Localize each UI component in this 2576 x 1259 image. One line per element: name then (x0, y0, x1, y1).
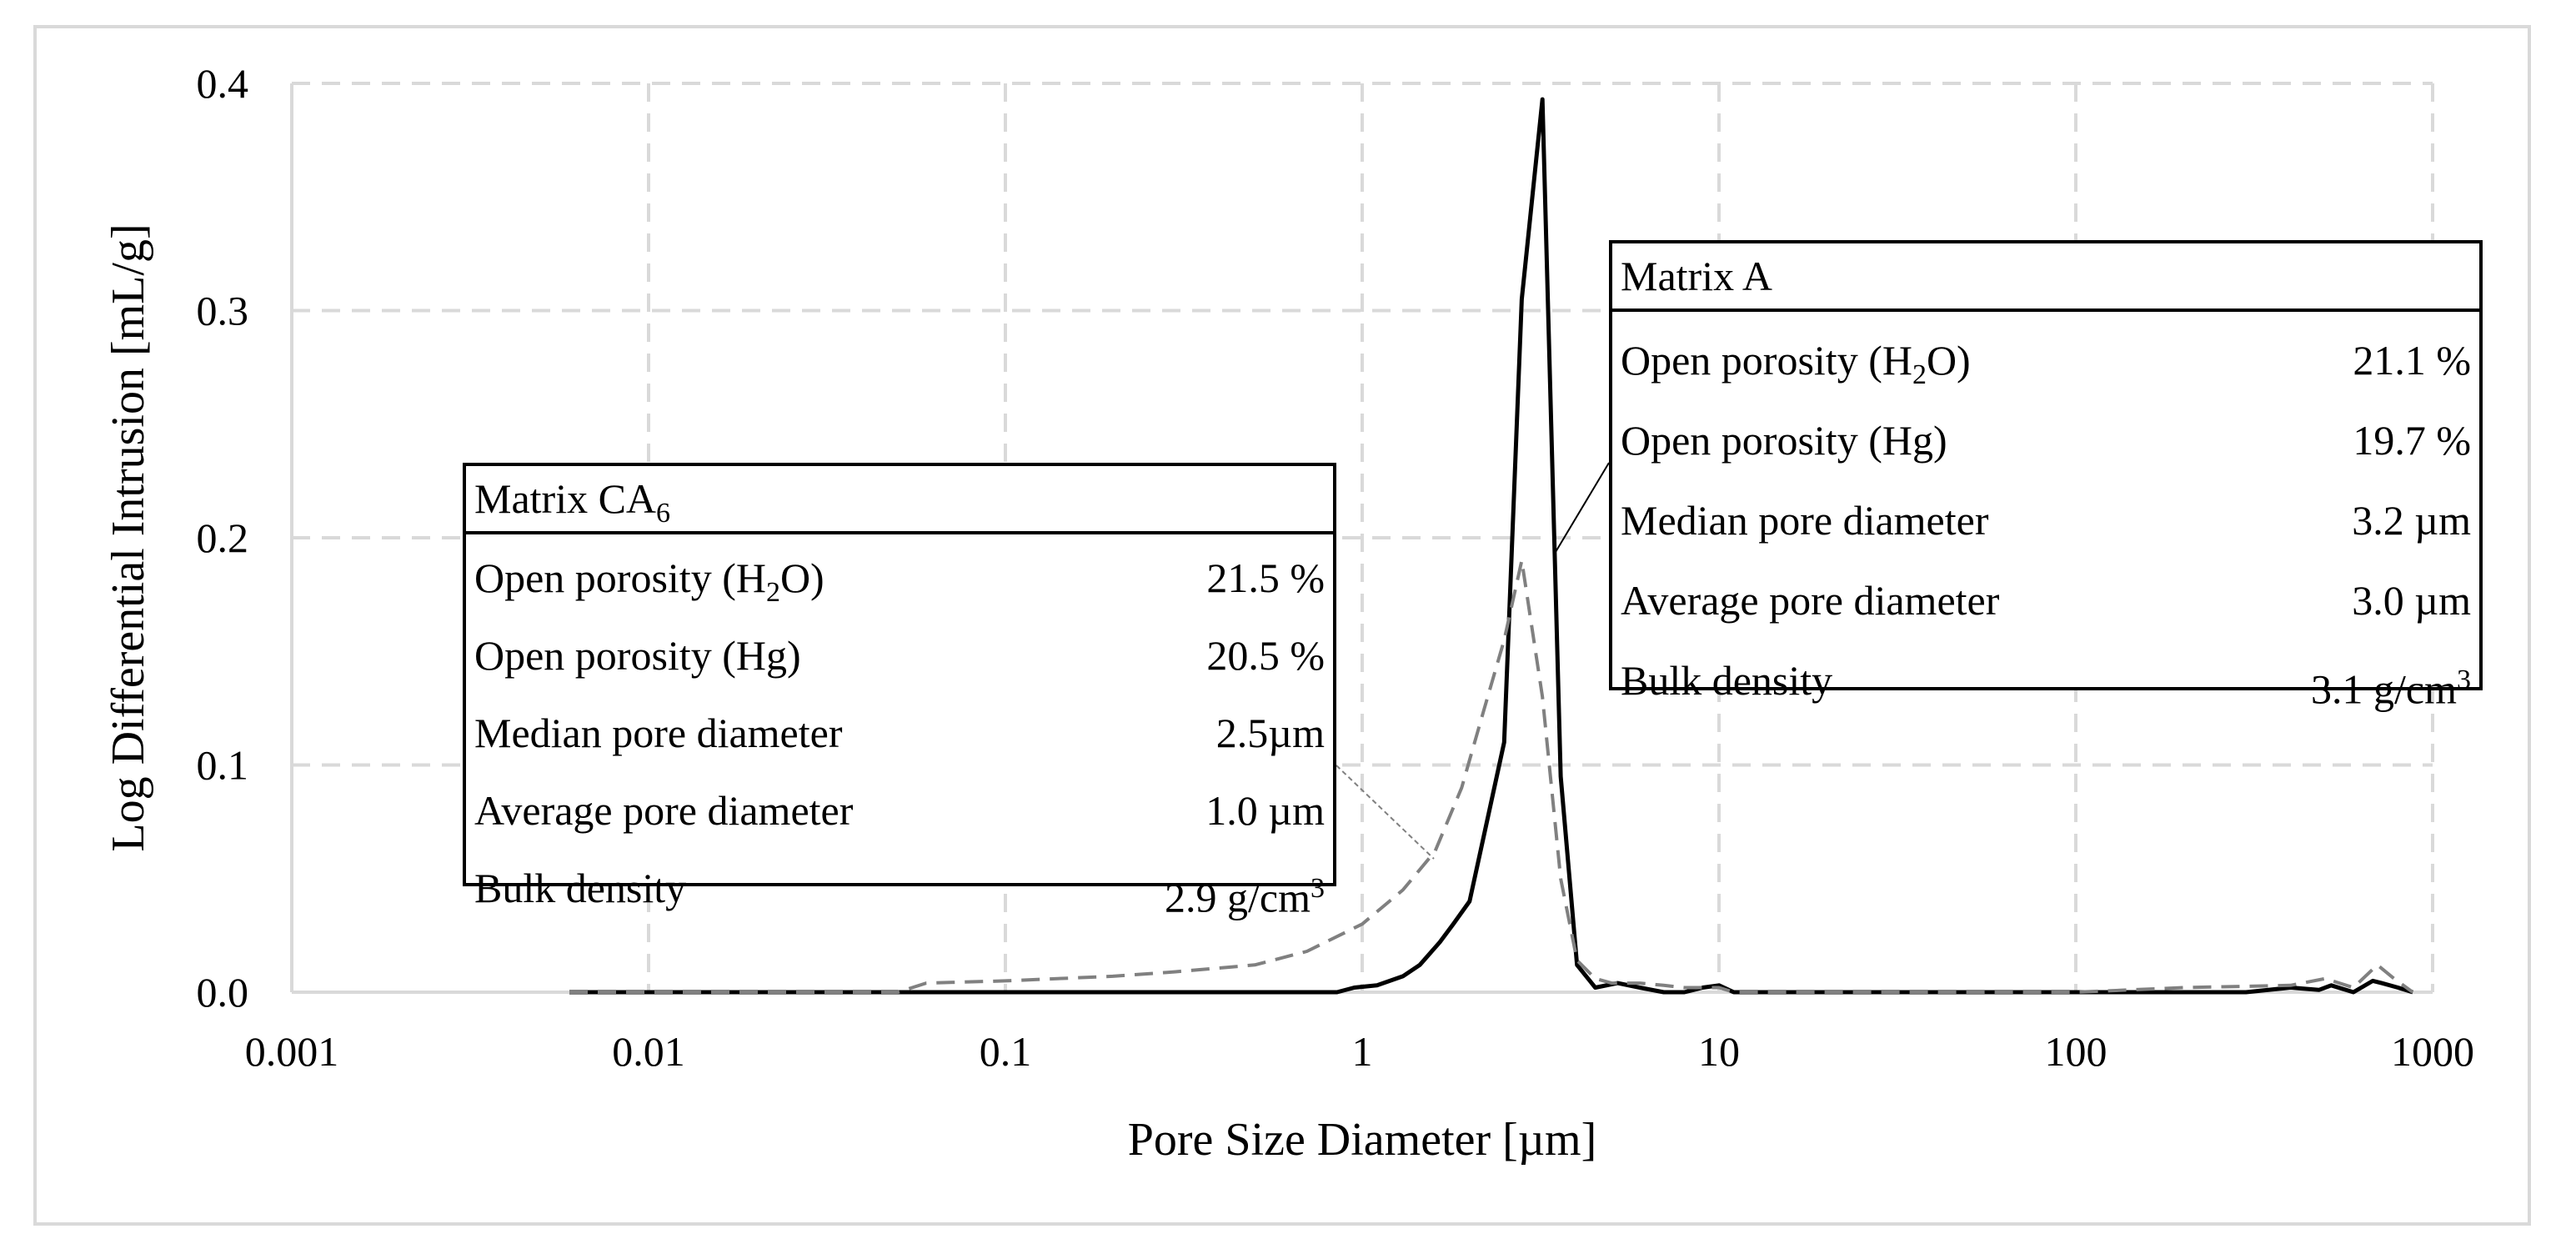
row-value: 2.9 g/cm (1165, 874, 1311, 921)
matrix-ca6-row-average-pore-diameter: Average pore diameter 1.0 µm (474, 772, 1325, 850)
row-label-end: O) (1926, 337, 1971, 384)
row-label: Open porosity (Hg) (1621, 417, 1947, 464)
y-tick-label: 0.4 (197, 60, 249, 107)
row-value: 1.0 µm (1205, 787, 1325, 834)
row-label-subscript: 2 (765, 577, 780, 608)
y-tick-label: 0.1 (197, 742, 249, 789)
row-label: Average pore diameter (1621, 577, 2000, 624)
matrix-a-info-box: Matrix A Open porosity (H2O) 21.1 % Open … (1609, 240, 2483, 713)
matrix-ca6-series-line (569, 559, 2414, 994)
matrix-ca6-title-text: Matrix CA (474, 475, 657, 522)
matrix-ca6-box-title: Matrix CA6 (466, 466, 1333, 534)
matrix-ca6-row-open-porosity-h2o: Open porosity (H2O) 21.5 % (474, 539, 1325, 617)
matrix-ca6-row-median-pore-diameter: Median pore diameter 2.5µm (474, 695, 1325, 772)
row-label: Open porosity (H (474, 554, 766, 601)
y-axis-title: Log Differential Intrusion [mL/g] (103, 223, 154, 851)
row-label-end: O) (779, 554, 824, 601)
row-label-subscript: 2 (1912, 359, 1927, 390)
leader-lines (1336, 462, 1610, 860)
row-value-superscript: 3 (1311, 873, 1325, 904)
row-value: 2.5µm (1215, 710, 1325, 756)
matrix-a-leader-line (1555, 462, 1610, 553)
row-label: Average pore diameter (474, 787, 854, 834)
x-tick-label: 0.01 (612, 1028, 685, 1075)
matrix-a-box-title: Matrix A (1612, 243, 2479, 312)
x-tick-label: 10 (1698, 1028, 1740, 1075)
x-tick-label: 0.1 (980, 1028, 1032, 1075)
matrix-a-series-line (569, 97, 2413, 995)
x-tick-label: 0.001 (245, 1028, 339, 1075)
matrix-a-row-bulk-density: Bulk density 3.1 g/cm3 (1621, 640, 2471, 720)
matrix-ca6-info-box: Matrix CA6 Open porosity (H2O) 21.5 % Ope… (463, 463, 1336, 921)
matrix-a-row-open-porosity-hg: Open porosity (Hg) 19.7 % (1621, 400, 2471, 480)
matrix-a-title-text: Matrix A (1621, 253, 1772, 299)
row-label: Bulk density (474, 865, 687, 911)
row-value: 21.1 % (2353, 337, 2471, 384)
row-value: 3.0 µm (2352, 577, 2471, 624)
row-value: 3.2 µm (2352, 497, 2471, 544)
row-value: 20.5 % (1206, 632, 1325, 679)
matrix-a-row-median-pore-diameter: Median pore diameter 3.2 µm (1621, 480, 2471, 560)
row-value-superscript: 3 (2457, 665, 2471, 695)
row-label: Median pore diameter (1621, 497, 1989, 544)
y-tick-label: 0.0 (197, 969, 249, 1016)
x-axis-title: Pore Size Diameter [µm] (1128, 1114, 1597, 1166)
row-label: Median pore diameter (474, 710, 843, 756)
series-layer (569, 97, 2414, 995)
x-tick-label: 1000 (2391, 1028, 2474, 1075)
matrix-ca6-row-bulk-density: Bulk density 2.9 g/cm3 (474, 850, 1325, 927)
matrix-a-row-open-porosity-h2o: Open porosity (H2O) 21.1 % (1621, 320, 2471, 400)
matrix-ca6-row-open-porosity-hg: Open porosity (Hg) 20.5 % (474, 617, 1325, 695)
row-value: 19.7 % (2353, 417, 2471, 464)
x-tick-label: 100 (2045, 1028, 2107, 1075)
y-tick-label: 0.3 (197, 288, 249, 334)
row-value: 3.1 g/cm (2311, 665, 2457, 713)
matrix-ca6-title-subscript: 6 (656, 498, 671, 529)
matrix-ca6-leader-line (1336, 765, 1435, 860)
matrix-a-row-average-pore-diameter: Average pore diameter 3.0 µm (1621, 560, 2471, 640)
row-label: Bulk density (1621, 657, 1833, 704)
y-tick-label: 0.2 (197, 514, 249, 561)
x-tick-label: 1 (1352, 1028, 1373, 1075)
tick-labels: 0.0 0.1 0.2 0.3 0.4 0.001 0.01 0.1 1 10 100 1000 (197, 60, 2475, 1075)
row-label: Open porosity (H (1621, 337, 1912, 384)
row-value: 21.5 % (1206, 554, 1325, 601)
row-label: Open porosity (Hg) (474, 632, 801, 679)
